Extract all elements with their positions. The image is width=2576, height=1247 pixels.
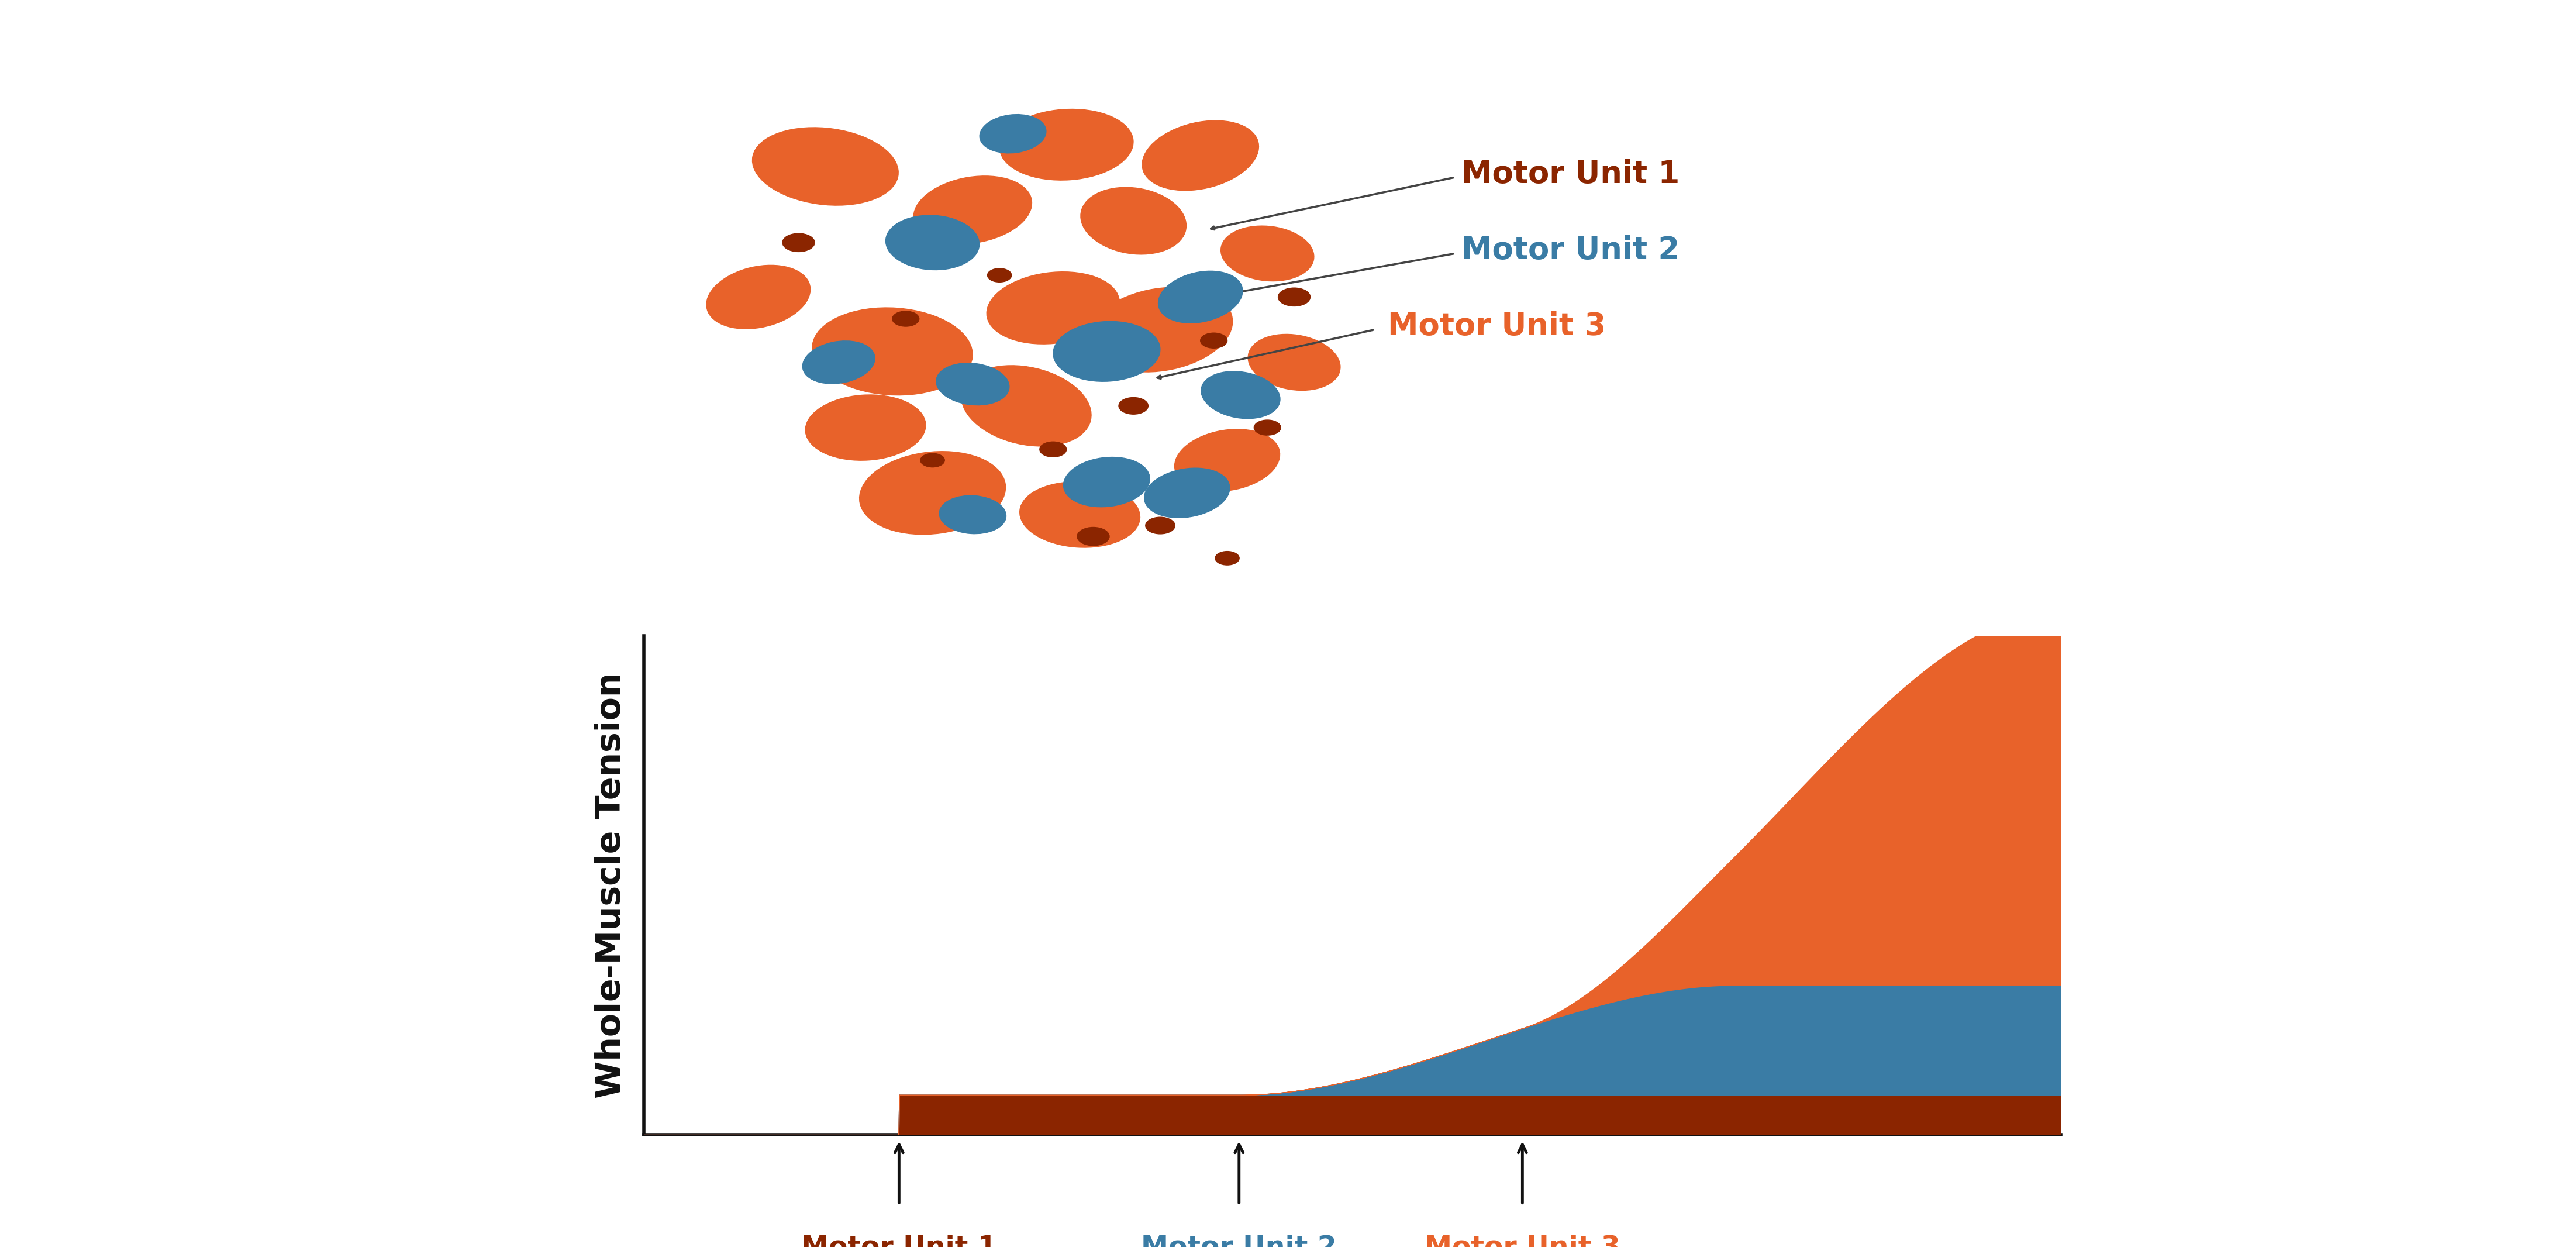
Ellipse shape [811, 308, 974, 395]
Ellipse shape [1200, 333, 1226, 348]
Ellipse shape [1175, 429, 1280, 491]
Ellipse shape [1278, 288, 1311, 307]
Ellipse shape [1216, 551, 1239, 565]
Ellipse shape [1159, 271, 1242, 323]
Ellipse shape [961, 365, 1092, 446]
Text: Motor Unit 3: Motor Unit 3 [1388, 312, 1607, 342]
Ellipse shape [1141, 121, 1260, 191]
Text: Motor Unit 2: Motor Unit 2 [1141, 1235, 1337, 1247]
Text: Motor Unit 1: Motor Unit 1 [1461, 158, 1680, 190]
Ellipse shape [806, 395, 925, 460]
Text: Motor Unit 1: Motor Unit 1 [801, 1235, 997, 1247]
Ellipse shape [940, 495, 1007, 534]
Ellipse shape [886, 216, 979, 269]
Ellipse shape [987, 272, 1121, 344]
Ellipse shape [914, 176, 1033, 244]
Text: Motor Unit 3: Motor Unit 3 [1425, 1235, 1620, 1247]
Ellipse shape [1146, 518, 1175, 534]
Y-axis label: Whole-Muscle Tension: Whole-Muscle Tension [595, 672, 629, 1099]
Ellipse shape [706, 266, 811, 329]
Ellipse shape [999, 108, 1133, 181]
Ellipse shape [1041, 441, 1066, 456]
Ellipse shape [920, 454, 945, 468]
Text: Motor Unit 2: Motor Unit 2 [1461, 234, 1680, 266]
Ellipse shape [891, 312, 920, 327]
Ellipse shape [1054, 322, 1159, 382]
Ellipse shape [804, 340, 876, 384]
Ellipse shape [979, 115, 1046, 153]
Ellipse shape [1020, 481, 1141, 547]
Ellipse shape [935, 363, 1010, 405]
Ellipse shape [1221, 226, 1314, 281]
Ellipse shape [783, 233, 814, 252]
Ellipse shape [860, 451, 1005, 535]
Ellipse shape [987, 268, 1012, 282]
Ellipse shape [1082, 187, 1185, 254]
Ellipse shape [1118, 398, 1149, 414]
Ellipse shape [1200, 372, 1280, 419]
Ellipse shape [1249, 334, 1340, 390]
Ellipse shape [752, 127, 899, 206]
Ellipse shape [1064, 458, 1149, 508]
Ellipse shape [1077, 527, 1110, 546]
Ellipse shape [1144, 468, 1229, 518]
Ellipse shape [1087, 287, 1231, 372]
Ellipse shape [1255, 420, 1280, 435]
